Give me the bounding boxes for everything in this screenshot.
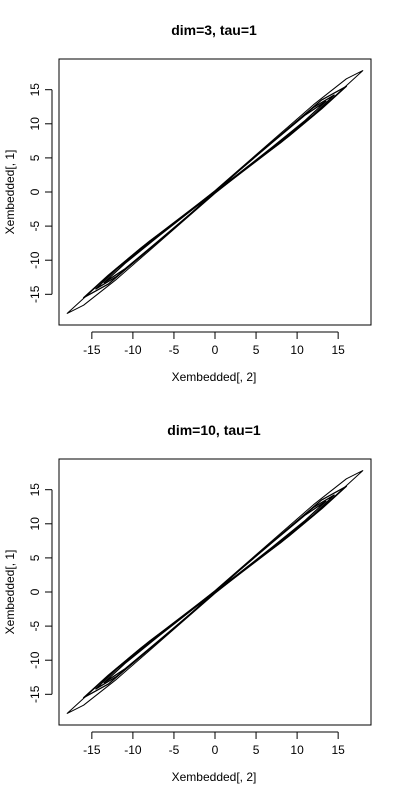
x-tick-label: 15: [331, 343, 345, 357]
chart-panel-2: dim=10, tau=1 -15 -10 -5 0 5 10 15 -15 -10 -5 0 5 1…: [3, 422, 372, 784]
y-axis: -15 -10 -5 0 5 10 15: [28, 83, 53, 303]
x-tick-label: 5: [253, 343, 260, 357]
x-axis: -15 -10 -5 0 5 10 15: [83, 731, 345, 757]
contour-line-4: [103, 500, 327, 684]
x-tick-label: 15: [331, 743, 345, 757]
plot-frame: [58, 458, 372, 726]
x-axis: -15 -10 -5 0 5 10 15: [83, 331, 345, 357]
y-tick-label: -10: [28, 251, 42, 269]
y-tick-label: 10: [28, 517, 42, 531]
x-axis-label: Xembedded[, 2]: [172, 370, 257, 384]
y-tick-label: 0: [28, 588, 42, 595]
y-tick-label: 15: [28, 83, 42, 97]
x-axis-label: Xembedded[, 2]: [172, 770, 257, 784]
x-tick-label: -5: [169, 743, 180, 757]
y-tick-label: -10: [28, 651, 42, 669]
x-tick-label: 5: [253, 743, 260, 757]
contour-line-4: [103, 100, 327, 284]
y-axis-label: Xembedded[, 1]: [3, 550, 17, 635]
y-tick-label: 15: [28, 483, 42, 497]
y-axis-label: Xembedded[, 1]: [3, 150, 17, 235]
contour-lines: [66, 470, 364, 714]
y-tick-label: 0: [28, 188, 42, 195]
y-tick-label: -5: [28, 620, 42, 631]
x-tick-label: 0: [212, 343, 219, 357]
chart-title: dim=3, tau=1: [171, 22, 257, 38]
contour-lines: [66, 70, 364, 314]
y-tick-label: -5: [28, 220, 42, 231]
x-tick-label: 10: [290, 743, 304, 757]
y-tick-label: -15: [28, 285, 42, 303]
x-tick-label: -15: [83, 343, 101, 357]
y-tick-label: 5: [28, 554, 42, 561]
x-tick-label: 0: [212, 743, 219, 757]
y-axis: -15 -10 -5 0 5 10 15: [28, 483, 53, 703]
x-tick-label: -10: [124, 743, 142, 757]
plot-frame: [58, 58, 372, 326]
y-tick-label: 10: [28, 117, 42, 131]
x-tick-label: -5: [169, 343, 180, 357]
y-tick-label: -15: [28, 685, 42, 703]
x-tick-label: -10: [124, 343, 142, 357]
x-tick-label: -15: [83, 743, 101, 757]
chart-title: dim=10, tau=1: [167, 422, 261, 438]
y-tick-label: 5: [28, 154, 42, 161]
chart-panel-1: dim=3, tau=1 -15 -10 -5 0 5 10 15 -15 -10 -5 0 5 10…: [3, 22, 372, 384]
x-tick-label: 10: [290, 343, 304, 357]
